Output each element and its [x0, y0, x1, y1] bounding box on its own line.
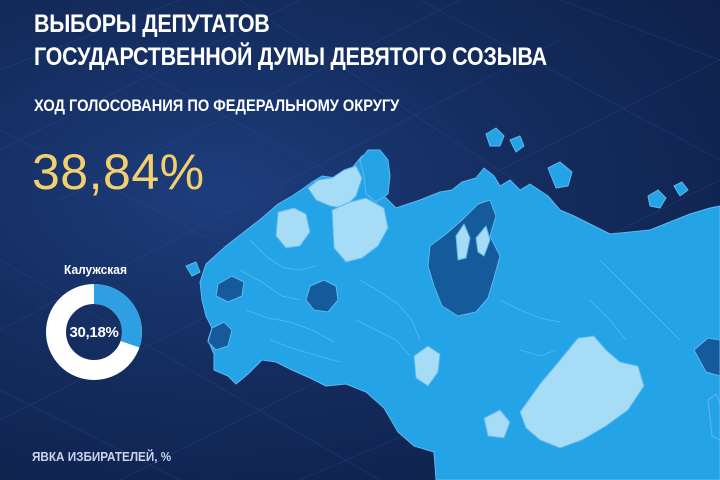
map-kola: [307, 165, 363, 209]
map-caucasus-dark: [207, 321, 233, 351]
map-ural-light: [413, 345, 441, 387]
page-title: ВЫБОРЫ ДЕПУТАТОВ ГОСУДАРСТВЕННОЙ ДУМЫ ДЕ…: [34, 8, 547, 74]
map-sakhalin: [707, 393, 720, 441]
map-altai-light: [483, 409, 511, 439]
map-irkutsk: [519, 335, 645, 449]
region-name: Калужская: [64, 262, 127, 277]
map-karelia: [275, 207, 311, 249]
map-central-dark: [305, 279, 339, 313]
region-turnout-donut: [46, 284, 142, 380]
map-far-east-dark: [693, 337, 720, 377]
donut-fill-arc: [46, 284, 142, 380]
title-line-2: ГОСУДАРСТВЕННОЙ ДУМЫ ДЕВЯТОГО СОЗЫВА: [34, 43, 547, 71]
footer-caption: ЯВКА ИЗБИРАТЕЛЕЙ, %: [32, 449, 172, 464]
map-severnaya-zemlya: [547, 161, 573, 189]
subtitle: ХОД ГОЛОСОВАНИЯ ПО ФЕДЕРАЛЬНОМУ ОКРУГУ: [34, 96, 400, 115]
map-arkhangelsk: [331, 197, 389, 263]
national-turnout-value: 38,84%: [32, 144, 205, 200]
title-line-1: ВЫБОРЫ ДЕПУТАТОВ: [34, 10, 270, 38]
map-west-dark: [215, 275, 245, 303]
region-turnout-value: 30,18%: [69, 323, 119, 341]
map-yamal-tips: [455, 223, 491, 261]
map-kaliningrad: [185, 261, 201, 277]
map-novaya-zemlya: [359, 149, 391, 203]
map-new-siberian: [647, 181, 689, 209]
map-franz-josef: [485, 127, 525, 153]
